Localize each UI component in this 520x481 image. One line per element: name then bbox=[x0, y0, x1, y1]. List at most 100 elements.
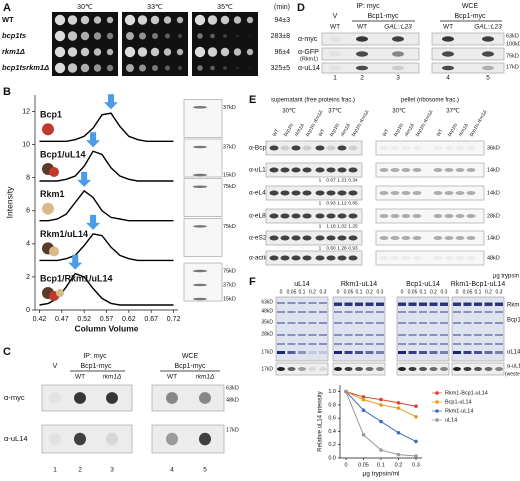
colony-spot bbox=[150, 47, 160, 57]
blot-band bbox=[444, 168, 454, 172]
gel-band bbox=[495, 303, 503, 306]
strain: bcp1ts rkm1Δ bbox=[469, 109, 489, 137]
gel-band bbox=[308, 322, 317, 324]
blot-band bbox=[419, 367, 427, 371]
gel-band bbox=[277, 322, 285, 324]
gel bbox=[396, 296, 450, 362]
protein-icon bbox=[42, 123, 54, 136]
trace bbox=[39, 233, 174, 262]
blot-band bbox=[356, 51, 368, 57]
blot-band bbox=[348, 190, 358, 196]
colony-spot bbox=[236, 66, 239, 70]
colony-spot bbox=[93, 64, 102, 72]
gel-band bbox=[453, 343, 461, 345]
gel-band bbox=[398, 334, 406, 336]
blot-band bbox=[277, 367, 285, 371]
colony-spot bbox=[67, 31, 78, 41]
blot-band bbox=[269, 235, 279, 241]
blot-band bbox=[337, 255, 347, 261]
blot-band bbox=[326, 255, 336, 261]
gel-title: Bcp1-uL14 bbox=[406, 281, 440, 288]
blot-band bbox=[280, 255, 290, 261]
blot-band bbox=[356, 36, 368, 42]
blot-band bbox=[474, 367, 482, 371]
blot-band bbox=[466, 236, 476, 240]
gel-band bbox=[440, 343, 448, 345]
gel-band bbox=[398, 343, 406, 345]
colony-spot bbox=[197, 65, 203, 71]
gel-band bbox=[429, 334, 438, 336]
quantification: 1 bbox=[319, 177, 322, 183]
gel-band bbox=[440, 334, 448, 336]
gel-band bbox=[463, 322, 472, 324]
time-unit: (min) bbox=[274, 4, 290, 11]
header: Bcp1-myc bbox=[80, 363, 112, 370]
marker: 35kD bbox=[261, 319, 273, 325]
gel-band bbox=[429, 311, 438, 313]
gel-band bbox=[440, 311, 448, 313]
dose: 0.05 bbox=[463, 289, 473, 295]
antibody: α-uL14 bbox=[298, 65, 320, 72]
gel bbox=[332, 296, 386, 362]
gel-band bbox=[298, 343, 306, 345]
blot-band bbox=[442, 51, 454, 57]
blot bbox=[321, 47, 420, 61]
genotype: rkm1Δ bbox=[103, 374, 122, 381]
gel-band bbox=[419, 334, 427, 336]
blot-band bbox=[193, 106, 207, 109]
gel-band bbox=[277, 311, 285, 313]
blot-band bbox=[412, 256, 422, 260]
colony-spot bbox=[54, 62, 66, 74]
colony-spot bbox=[246, 48, 254, 56]
gel bbox=[183, 138, 223, 178]
gel-band bbox=[495, 322, 503, 324]
blot bbox=[375, 230, 485, 246]
strain: WT bbox=[382, 128, 391, 138]
blot-band bbox=[482, 51, 494, 57]
x-tick-label: 0.52 bbox=[77, 316, 91, 323]
gel-band bbox=[355, 343, 363, 345]
header: Bcp1-myc bbox=[367, 13, 399, 20]
gel-band bbox=[474, 343, 482, 345]
panel-label: F bbox=[249, 276, 256, 288]
gel-band bbox=[429, 303, 438, 306]
gel-band bbox=[308, 311, 317, 313]
dose: 0 bbox=[337, 289, 340, 295]
colony-spot bbox=[163, 16, 172, 24]
data-point bbox=[361, 432, 366, 437]
gel-band bbox=[277, 334, 285, 336]
data-point bbox=[396, 406, 401, 411]
blot-band bbox=[455, 236, 465, 240]
strain: rkm1Δ bbox=[294, 123, 306, 138]
x-tick-label: 0.1 bbox=[377, 462, 385, 468]
blot-band bbox=[302, 167, 312, 173]
marker: 48kD bbox=[487, 255, 500, 261]
quantification: 1 bbox=[319, 200, 322, 206]
time: 283±8 bbox=[271, 33, 291, 40]
blot-band bbox=[280, 213, 290, 219]
blot-band bbox=[344, 367, 353, 371]
quantification: 1 bbox=[319, 245, 322, 251]
quantification: 1.25 bbox=[348, 223, 358, 229]
gel-band bbox=[344, 334, 353, 336]
gel-band bbox=[453, 334, 461, 336]
gel-band bbox=[453, 303, 461, 306]
blot-band bbox=[440, 367, 448, 371]
gel-band bbox=[463, 334, 472, 336]
marker: 28kD bbox=[261, 331, 273, 337]
strain: WT bbox=[318, 128, 327, 138]
y-tick-label: 0.4 bbox=[328, 429, 336, 435]
colony-spot bbox=[220, 47, 230, 57]
gel-band bbox=[474, 322, 482, 324]
blot-band bbox=[329, 65, 341, 71]
peak-arrow bbox=[68, 254, 83, 270]
blot-band bbox=[302, 255, 312, 261]
colony-spot bbox=[249, 35, 251, 37]
y-tick-label: 1.0 bbox=[328, 389, 336, 395]
gel-band bbox=[355, 334, 363, 336]
dose: 0.1 bbox=[420, 289, 427, 295]
time: 96±4 bbox=[274, 49, 290, 56]
x-tick-label: 0.47 bbox=[55, 316, 69, 323]
dose: 0.3 bbox=[496, 289, 503, 295]
